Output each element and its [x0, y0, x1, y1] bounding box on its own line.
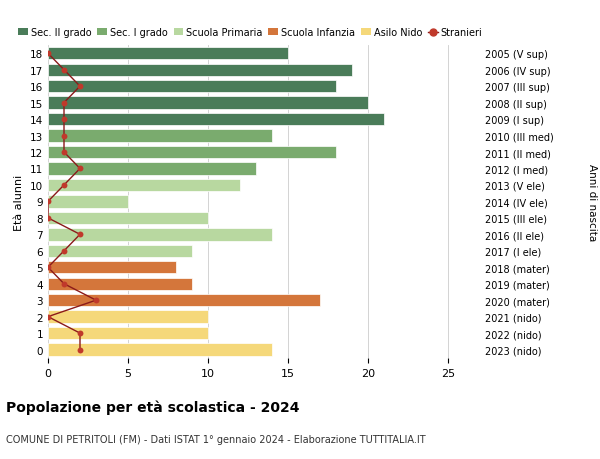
Bar	[48, 114, 384, 126]
Bar	[48, 163, 256, 175]
Bar	[48, 245, 192, 257]
Bar	[48, 48, 288, 60]
Point	[59, 182, 69, 189]
Point	[59, 116, 69, 123]
Bar	[48, 212, 208, 224]
Point	[75, 330, 85, 337]
Point	[75, 231, 85, 239]
Point	[91, 297, 101, 304]
Bar	[48, 327, 208, 340]
Point	[75, 83, 85, 90]
Bar	[48, 81, 336, 93]
Bar	[48, 344, 272, 356]
Point	[75, 346, 85, 353]
Point	[43, 215, 53, 222]
Text: Popolazione per età scolastica - 2024: Popolazione per età scolastica - 2024	[6, 399, 299, 414]
Bar	[48, 278, 192, 290]
Point	[59, 100, 69, 107]
Point	[75, 165, 85, 173]
Bar	[48, 311, 208, 323]
Bar	[48, 179, 240, 192]
Legend: Sec. II grado, Sec. I grado, Scuola Primaria, Scuola Infanzia, Asilo Nido, Stran: Sec. II grado, Sec. I grado, Scuola Prim…	[19, 28, 482, 38]
Point	[43, 198, 53, 206]
Point	[43, 264, 53, 271]
Bar	[48, 229, 272, 241]
Text: COMUNE DI PETRITOLI (FM) - Dati ISTAT 1° gennaio 2024 - Elaborazione TUTTITALIA.: COMUNE DI PETRITOLI (FM) - Dati ISTAT 1°…	[6, 434, 425, 444]
Bar	[48, 196, 128, 208]
Bar	[48, 294, 320, 307]
Point	[59, 247, 69, 255]
Point	[59, 149, 69, 157]
Point	[43, 313, 53, 321]
Point	[43, 50, 53, 58]
Bar	[48, 130, 272, 142]
Point	[59, 133, 69, 140]
Bar	[48, 262, 176, 274]
Bar	[48, 64, 352, 77]
Y-axis label: Età alunni: Età alunni	[14, 174, 25, 230]
Bar	[48, 146, 336, 159]
Point	[59, 67, 69, 74]
Point	[59, 280, 69, 288]
Text: Anni di nascita: Anni di nascita	[587, 163, 597, 241]
Bar	[48, 97, 368, 110]
